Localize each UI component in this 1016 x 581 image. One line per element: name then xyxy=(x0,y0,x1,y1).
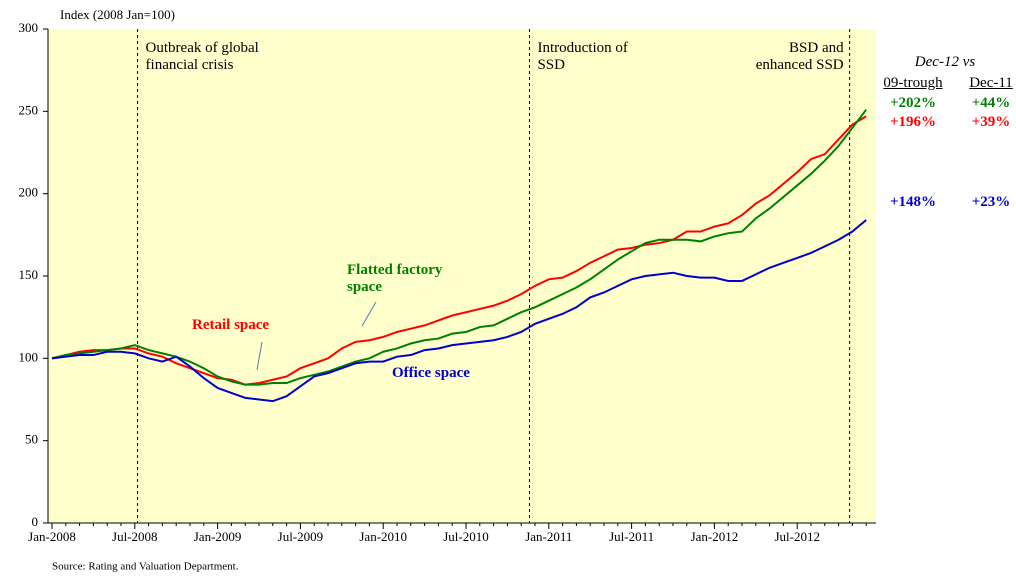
x-tick-label: Jul-2010 xyxy=(443,529,489,544)
x-tick-label: Jul-2011 xyxy=(609,529,654,544)
table-column: Dec-11 xyxy=(969,75,1013,91)
table-title: Dec-12 vs xyxy=(914,54,976,70)
table-value: +202% xyxy=(889,95,937,111)
y-tick-label: 200 xyxy=(19,185,39,200)
source: Source: Rating and Valuation Department. xyxy=(52,561,239,573)
plot-area xyxy=(48,29,876,523)
table-column: 09-trough xyxy=(883,75,943,91)
y-tick-label: 250 xyxy=(19,102,39,117)
leader-line xyxy=(256,341,263,371)
x-tick-label: Jul-2009 xyxy=(278,529,324,544)
x-tick-label: Jan-2008 xyxy=(28,529,76,544)
series-line xyxy=(51,109,867,386)
y-axis-label: Index (2008 Jan=100) xyxy=(60,7,175,22)
table-value: +23% xyxy=(971,194,1011,210)
x-tick-label: Jul-2008 xyxy=(112,529,158,544)
x-tick-label: Jan-2009 xyxy=(194,529,242,544)
x-tick-label: Jan-2011 xyxy=(525,529,572,544)
series-line xyxy=(51,219,867,403)
x-tick-label: Jul-2012 xyxy=(774,529,820,544)
y-tick-label: 300 xyxy=(19,20,39,35)
annotation: Outbreak of global financial crisis xyxy=(145,40,259,73)
y-tick-label: 150 xyxy=(19,267,39,282)
y-tick-label: 0 xyxy=(32,514,39,529)
series-label: Retail space xyxy=(192,317,270,333)
series-label: Office space xyxy=(392,365,470,381)
table-value: +196% xyxy=(889,114,937,130)
y-tick-label: 100 xyxy=(19,349,39,364)
annotation: Introduction of SSD xyxy=(537,40,628,73)
leader-line xyxy=(361,301,377,327)
table-value: +148% xyxy=(889,194,937,210)
x-tick-label: Jan-2012 xyxy=(691,529,739,544)
table-value: +44% xyxy=(971,95,1011,111)
table-value: +39% xyxy=(971,114,1011,130)
annotation: BSD and enhanced SSD xyxy=(755,40,844,73)
series-line xyxy=(51,115,867,386)
x-tick-label: Jan-2010 xyxy=(359,529,407,544)
series-label: Flatted factory space xyxy=(347,262,443,295)
y-tick-label: 50 xyxy=(25,432,38,447)
